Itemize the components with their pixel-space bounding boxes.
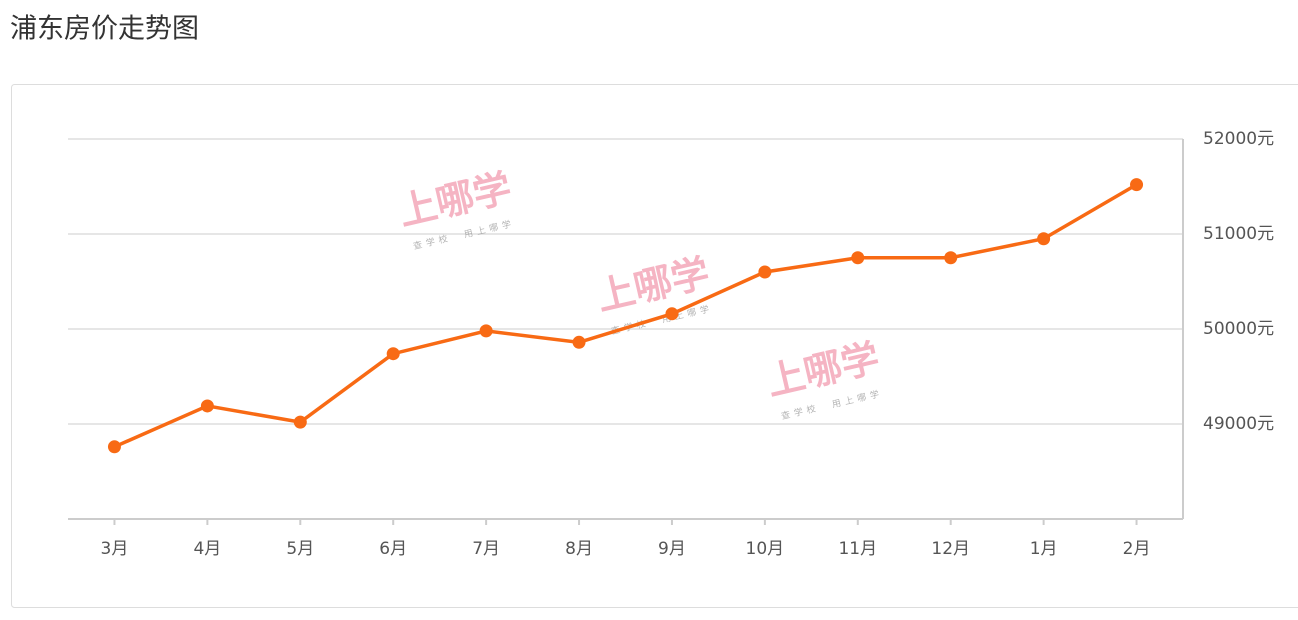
y-tick-label: 51000元 xyxy=(1203,224,1274,244)
point xyxy=(665,307,678,320)
x-tick-label: 12月 xyxy=(931,539,970,559)
x-tick-label: 4月 xyxy=(193,539,221,559)
point xyxy=(1130,178,1143,191)
x-tick-label: 9月 xyxy=(658,539,686,559)
point xyxy=(294,416,307,429)
x-tick-label: 10月 xyxy=(746,539,785,559)
y-tick-label: 52000元 xyxy=(1203,129,1274,149)
x-tick-label: 8月 xyxy=(565,539,593,559)
chart-title: 浦东房价走势图 xyxy=(10,14,199,45)
point xyxy=(944,251,957,264)
point xyxy=(387,347,400,360)
x-tick-label: 3月 xyxy=(101,539,129,559)
x-tick-label: 6月 xyxy=(379,539,407,559)
point xyxy=(851,251,864,264)
y-tick-label: 50000元 xyxy=(1203,319,1274,339)
x-tick-label: 7月 xyxy=(472,539,500,559)
point xyxy=(108,440,121,453)
x-tick-label: 11月 xyxy=(838,539,877,559)
point xyxy=(573,336,586,349)
point xyxy=(201,399,214,412)
point xyxy=(758,266,771,279)
chart-frame xyxy=(12,85,1298,608)
y-tick-label: 49000元 xyxy=(1203,414,1274,434)
point xyxy=(1037,232,1050,245)
x-tick-label: 2月 xyxy=(1123,539,1151,559)
point xyxy=(480,324,493,337)
x-tick-label: 5月 xyxy=(286,539,314,559)
x-tick-label: 1月 xyxy=(1030,539,1058,559)
